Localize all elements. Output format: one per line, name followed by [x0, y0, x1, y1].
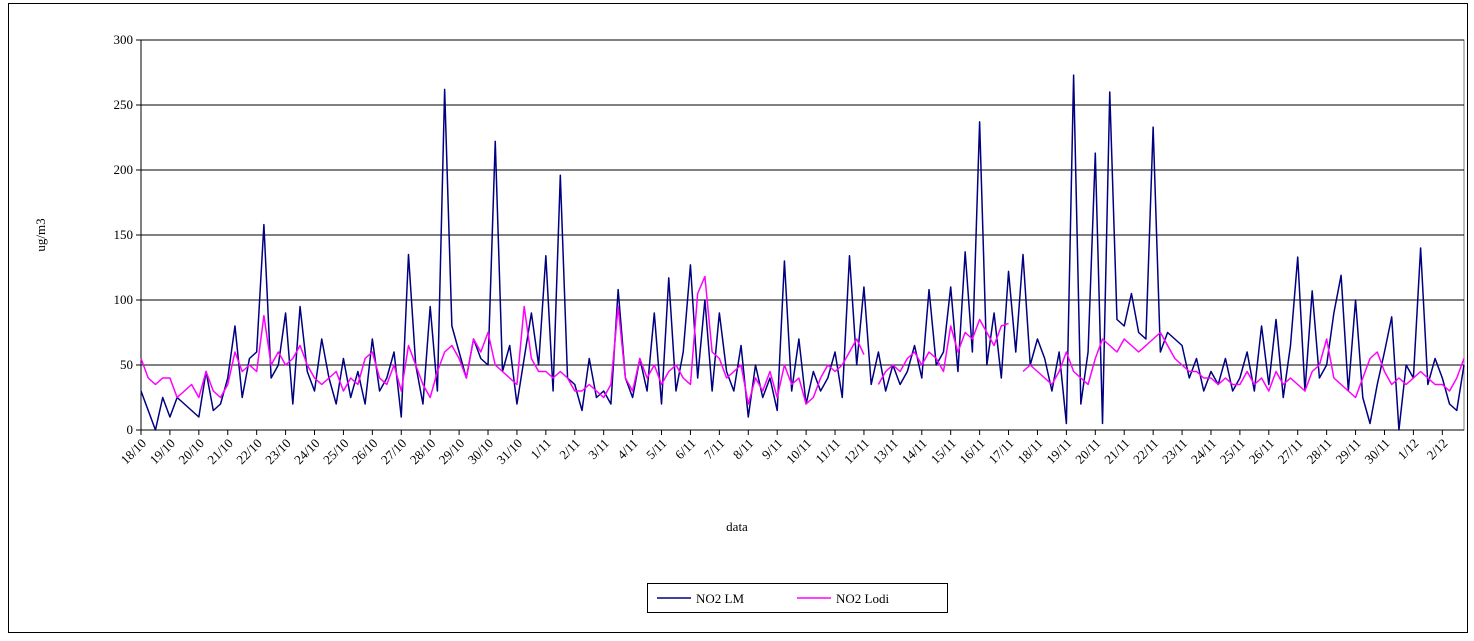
legend-label: NO2 Lodi — [836, 591, 889, 606]
y-tick-label: 200 — [114, 162, 134, 177]
line-series — [140, 275, 1465, 405]
y-tick-label: 250 — [114, 97, 134, 112]
y-tick-label: 150 — [114, 227, 134, 242]
y-axis-title: ug/m3 — [33, 218, 48, 251]
y-tick-label: 0 — [127, 422, 134, 437]
y-tick-label: 50 — [120, 357, 133, 372]
y-tick-label: 100 — [114, 292, 134, 307]
x-axis-title: data — [726, 519, 748, 534]
legend-label: NO2 LM — [696, 591, 744, 606]
y-tick-label: 300 — [114, 32, 134, 47]
line-series — [140, 74, 1465, 431]
